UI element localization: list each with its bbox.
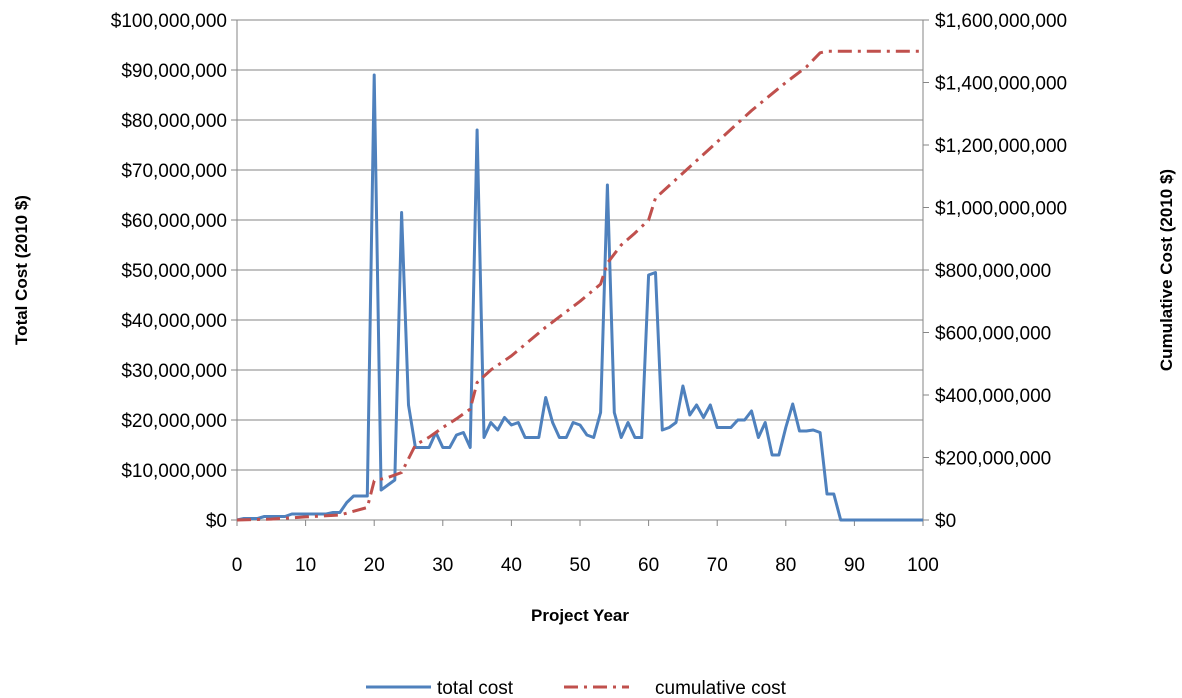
x-tick-label: 40 — [501, 555, 522, 576]
x-tick-label: 0 — [232, 555, 243, 576]
x-tick-label: 100 — [907, 555, 939, 576]
tick-marks — [231, 19, 929, 526]
y2-tick-label: $1,400,000,000 — [935, 74, 1067, 95]
y2-tick-label: $1,000,000,000 — [935, 199, 1067, 220]
y2-tick-label: $1,600,000,000 — [935, 11, 1067, 32]
gridlines — [237, 19, 923, 471]
y-tick-label: $60,000,000 — [121, 211, 227, 232]
y-tick-label: $10,000,000 — [121, 461, 227, 482]
y-tick-label: $70,000,000 — [121, 161, 227, 182]
series-line-total-cost — [236, 73, 923, 522]
y-tick-label: $0 — [206, 511, 227, 532]
series-line-cumulative-cost — [236, 49, 923, 522]
x-tick-label: 60 — [638, 555, 659, 576]
y-tick-label: $100,000,000 — [111, 11, 227, 32]
x-tick-label: 30 — [432, 555, 453, 576]
x-tick-label: 80 — [775, 555, 796, 576]
y2-tick-label: $400,000,000 — [935, 386, 1051, 407]
y2-tick-label: $0 — [935, 511, 956, 532]
y2-tick-label: $200,000,000 — [935, 449, 1051, 470]
y2-tick-label: $600,000,000 — [935, 324, 1051, 345]
y2-axis-title: Cumulative Cost (2010 $) — [1157, 169, 1176, 371]
x-tick-labels: 0 10 20 30 40 50 60 70 80 90 100 — [232, 555, 939, 576]
y-tick-label: $20,000,000 — [121, 411, 227, 432]
y2-tick-label: $1,200,000,000 — [935, 136, 1067, 157]
legend-label-total-cost: total cost — [437, 678, 514, 698]
x-tick-label: 90 — [844, 555, 865, 576]
x-axis-title: Project Year — [531, 606, 629, 625]
y-tick-label: $40,000,000 — [121, 311, 227, 332]
y2-tick-label: $800,000,000 — [935, 261, 1051, 282]
y2-tick-labels: $0 $200,000,000 $400,000,000 $600,000,000 $8… — [935, 11, 1067, 532]
legend: total cost cumulative cost — [366, 678, 787, 698]
x-tick-label: 50 — [569, 555, 590, 576]
y-axis-title: Total Cost (2010 $) — [12, 195, 31, 345]
series-lines — [236, 49, 923, 522]
x-tick-label: 70 — [707, 555, 728, 576]
y-tick-labels: $0 $10,000,000 $20,000,000 $30,000,000 $40,0… — [111, 11, 227, 532]
legend-label-cumulative-cost: cumulative cost — [655, 678, 787, 698]
x-tick-label: 20 — [364, 555, 385, 576]
y-tick-label: $30,000,000 — [121, 361, 227, 382]
x-tick-label: 10 — [295, 555, 316, 576]
y-tick-label: $50,000,000 — [121, 261, 227, 282]
y-tick-label: $90,000,000 — [121, 61, 227, 82]
y-tick-label: $80,000,000 — [121, 111, 227, 132]
